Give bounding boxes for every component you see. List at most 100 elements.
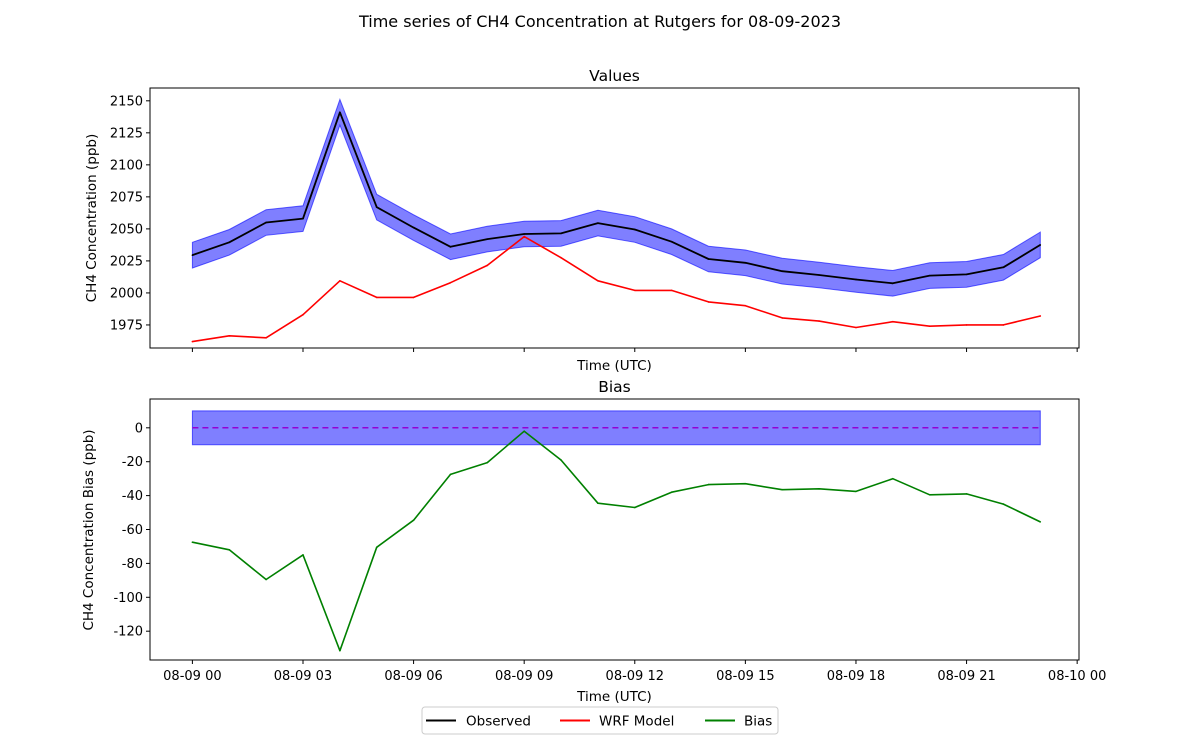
bias-xtick-label: 08-09 00 [163, 669, 221, 684]
wrf-model-point [818, 320, 820, 322]
wrf-model-point [928, 325, 931, 328]
observed-point [339, 111, 341, 114]
observed-point [523, 233, 525, 235]
bias-point [597, 502, 599, 505]
observed-point [781, 270, 784, 272]
bias-series-line [192, 430, 1041, 652]
observed-point [597, 222, 599, 224]
wrf-model-point [486, 264, 489, 267]
bias-ytick-label: 0 [135, 421, 143, 436]
bias-point [486, 461, 489, 464]
values-ytick-label: 2000 [110, 286, 143, 301]
observed-point [412, 226, 415, 229]
bias-ytick-label: -60 [122, 523, 143, 538]
bias-ylabel: CH4 Concentration Bias (ppb) [81, 429, 97, 630]
observed-point [670, 240, 673, 243]
wrf-model-point [375, 296, 378, 299]
bias-point [375, 546, 378, 549]
bias-point [412, 519, 415, 521]
bias-point [781, 488, 784, 491]
observed-point [228, 241, 231, 244]
observed-point [633, 228, 636, 231]
values-ytick-label: 2025 [110, 254, 143, 269]
observed-point [1039, 244, 1042, 246]
values-panel-title: Values [589, 67, 640, 85]
observed-point [892, 282, 894, 285]
wrf-model-point [339, 279, 341, 282]
observed-series-line [192, 111, 1041, 285]
wrf-model-series-line [192, 235, 1041, 343]
bias-ytick-label: -100 [113, 591, 143, 606]
legend-label-observed: Observed [466, 714, 531, 730]
wrf-model-point [412, 296, 415, 299]
wrf-model-point [1039, 315, 1042, 317]
observed-point [191, 254, 194, 256]
legend-label-wrf-model: WRF Model [599, 714, 674, 730]
observed-point [449, 246, 452, 248]
bias-point [892, 477, 894, 480]
observed-point [560, 232, 562, 235]
legend-label-bias: Bias [744, 714, 772, 730]
wrf-model-point [265, 336, 267, 339]
observed-point [855, 278, 857, 281]
values-ylabel: CH4 Concentration (ppb) [84, 134, 100, 303]
wrf-model-point [191, 340, 194, 343]
legend-frame [421, 706, 779, 735]
bias-xtick-label: 08-09 03 [274, 669, 332, 684]
wrf-model-point [560, 256, 562, 259]
bias-ytick-label: -20 [122, 455, 143, 470]
bias-point [707, 483, 710, 486]
wrf-model-point [633, 289, 636, 292]
bias-point [228, 549, 231, 551]
observed-point [265, 221, 267, 224]
values-ytick-label: 2075 [110, 190, 143, 205]
wrf-model-point [670, 289, 673, 292]
values-ytick-label: 2050 [110, 222, 143, 237]
observed-point [818, 274, 820, 276]
bias-xtick-label: 08-09 15 [716, 669, 774, 684]
bias-point [560, 459, 562, 461]
wrf-model-point [302, 313, 304, 316]
wrf-model-point [597, 279, 599, 282]
figure-title: Time series of CH4 Concentration at Rutg… [358, 12, 841, 31]
bias-point [744, 482, 747, 485]
bias-ytick-label: -120 [113, 625, 143, 640]
bias-panel: Bias Time (UTC) CH4 Concentration Bias (… [81, 378, 1106, 705]
observed-point [707, 258, 710, 260]
wrf-model-point [228, 335, 231, 337]
bias-point [928, 493, 931, 496]
values-panel: Values Time (UTC) CH4 Concentration (ppb… [84, 67, 1080, 374]
wrf-model-point [892, 320, 894, 323]
wrf-model-point [449, 281, 452, 284]
observed-point [744, 262, 747, 264]
observed-point [375, 206, 378, 208]
bias-xtick-label: 08-09 21 [937, 669, 995, 684]
observed-point [965, 273, 968, 276]
bias-xtick-label: 08-09 12 [606, 669, 664, 684]
bias-point [633, 506, 636, 509]
bias-xtick-label: 08-09 06 [384, 669, 442, 684]
bias-xtick-label: 08-09 18 [827, 669, 885, 684]
bias-point [302, 554, 304, 556]
wrf-model-point [707, 301, 710, 303]
values-uncertainty-band [191, 98, 1041, 297]
bias-point [1002, 503, 1005, 505]
bias-ytick-label: -40 [122, 489, 143, 504]
values-ytick-label: 1975 [110, 318, 143, 333]
wrf-model-point [965, 324, 968, 326]
legend: Observed WRF Model Bias [421, 706, 779, 735]
values-xlabel: Time (UTC) [576, 358, 652, 374]
bias-xtick-label: 08-09 09 [495, 669, 553, 684]
observed-point [928, 274, 931, 277]
bias-panel-title: Bias [598, 378, 631, 396]
bias-xlabel: Time (UTC) [576, 689, 652, 705]
values-ytick-label: 2150 [110, 94, 143, 109]
observed-point [302, 217, 304, 220]
bias-point [965, 493, 968, 495]
values-ytick-label: 2100 [110, 158, 143, 173]
wrf-model-point [855, 326, 857, 329]
bias-point [855, 490, 857, 493]
bias-point [1039, 521, 1042, 523]
bias-point [191, 541, 194, 544]
